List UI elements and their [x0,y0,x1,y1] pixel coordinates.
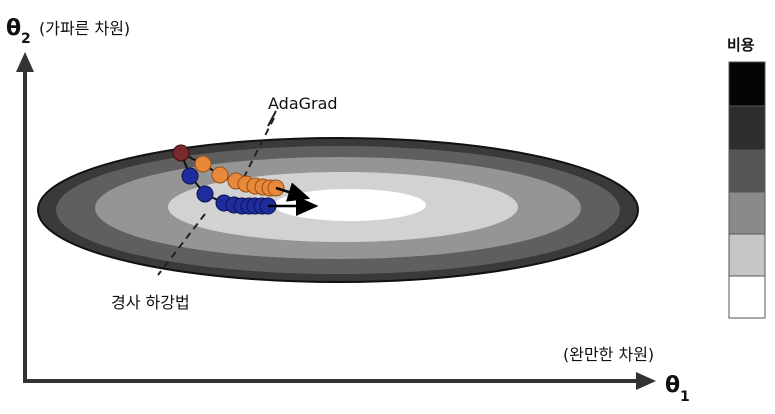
x-axis-symbol: θ [665,373,680,398]
y-axis-symbol: θ [6,16,21,41]
legend-level [728,149,766,193]
adagrad-label: AdaGrad [268,94,338,113]
cost-contours [37,137,639,283]
legend-level [728,105,766,151]
y-axis-arrowhead [16,52,34,72]
legend-scale [728,61,766,319]
gradient-descent-step-point [196,185,214,203]
y-axis-subscript: 2 [21,31,31,47]
axes: θ 2 (가파른 차원) (완만한 차원) θ 1 [6,16,690,405]
adagrad-path [180,110,285,197]
x-axis-note: (완만한 차원) [563,345,654,364]
cost-legend: 비용 [727,36,766,319]
gradient-descent-label: 경사 하강법 [111,293,190,312]
start-point [172,144,190,162]
x-axis-arrowhead [636,372,656,390]
legend-level [728,275,766,319]
adagrad-leader-tick [267,110,277,127]
gradient-descent-leader-line [157,213,206,276]
legend-level [728,191,766,235]
gradient-descent-step-point [181,167,199,185]
y-axis-note: (가파른 차원) [39,19,130,38]
legend-level [728,233,766,277]
adagrad-step-point [211,166,229,184]
legend-level [728,61,766,107]
adagrad-step-point [194,155,212,173]
legend-title: 비용 [727,36,755,54]
gradient-descent-path [157,152,277,276]
x-axis-subscript: 1 [680,389,690,405]
